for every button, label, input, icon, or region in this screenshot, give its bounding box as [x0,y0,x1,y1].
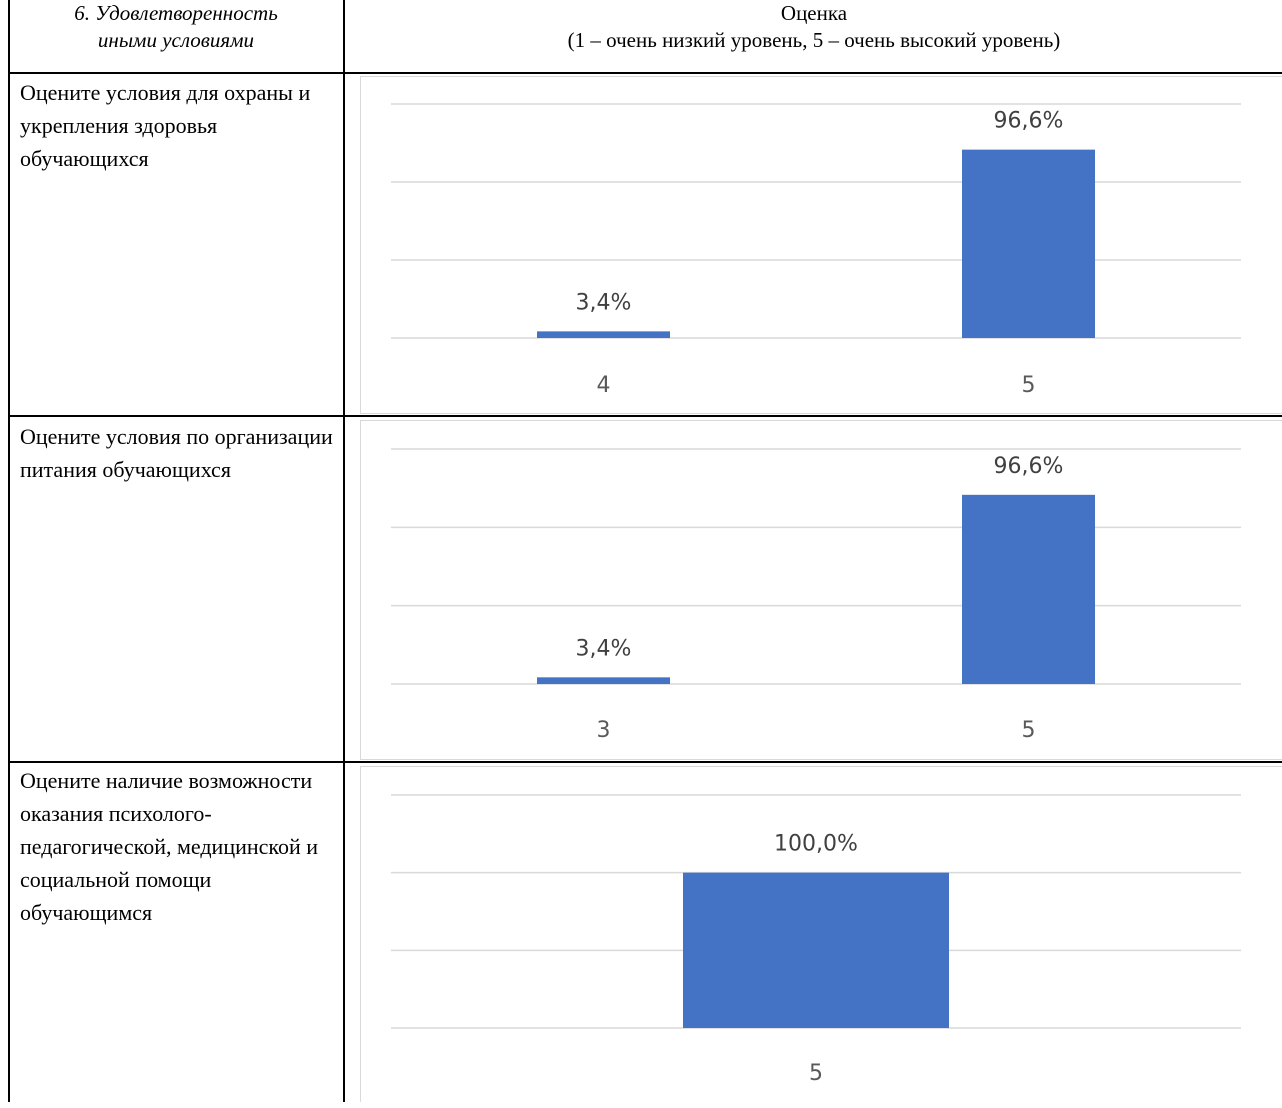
x-tick-label: 5 [809,1061,823,1086]
header-left-line2: иными условиями [97,28,255,52]
x-tick-label: 4 [597,373,611,398]
x-tick-label: 5 [1022,373,1036,398]
question-text-2: Оцените условия по организации питания о… [20,424,333,482]
row-divider-2 [8,761,1282,763]
bar-chart-1: 3,4% 4 96,6% 5 [391,103,1241,398]
bar [962,494,1095,684]
chart-frame-3: 100,0% 5 [360,766,1282,1102]
table-border-left [8,0,10,1102]
x-tick-label: 5 [1022,718,1036,743]
bar [683,872,949,1028]
x-tick-label: 3 [597,718,611,743]
header-left-line1: 6. Удовлетворенность [74,1,278,25]
data-label: 96,6% [994,454,1064,479]
data-label: 3,4% [576,290,632,315]
bar [537,677,670,684]
header-right-line1: Оценка [780,1,848,25]
question-text-3: Оцените наличие возможности оказания пси… [20,768,319,925]
question-text-1: Оцените условия для охраны и укрепления … [20,80,311,171]
bar [962,149,1095,338]
bar-chart-2: 3,4% 3 96,6% 5 [391,448,1241,743]
data-label: 96,6% [994,109,1064,134]
table-column-divider [343,0,345,1102]
header-left-cell: 6. Удовлетворенность иными условиями [10,0,342,72]
bar [537,331,670,338]
data-label: 3,4% [576,636,632,661]
header-divider [8,72,1282,74]
header-right-line2: (1 – очень низкий уровень, 5 – очень выс… [567,28,1061,52]
chart-frame-2: 3,4% 3 96,6% 5 [360,420,1282,760]
data-label: 100,0% [774,832,858,857]
bar-chart-3: 100,0% 5 [391,794,1241,1086]
header-right-cell: Оценка (1 – очень низкий уровень, 5 – оч… [346,0,1282,72]
row-divider-1 [8,415,1282,417]
chart-frame-1: 3,4% 4 96,6% 5 [360,76,1282,414]
